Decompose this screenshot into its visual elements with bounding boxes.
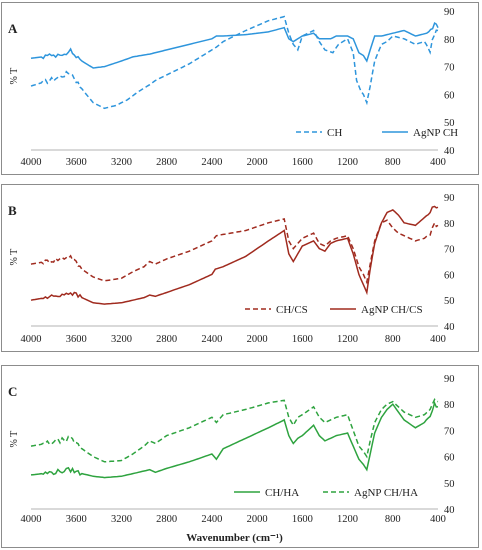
y-tick-label: 60 — [444, 453, 455, 464]
x-tick-label: 2800 — [156, 157, 177, 168]
y-tick-label: 50 — [444, 479, 455, 490]
x-tick-label: 2800 — [156, 514, 177, 525]
panel-label: B — [8, 203, 17, 218]
x-tick-label: 3600 — [66, 157, 87, 168]
x-tick-label: 1600 — [292, 157, 313, 168]
legend-label: AgNP CH — [413, 127, 458, 139]
x-tick-label: 2400 — [201, 157, 222, 168]
y-tick-label: 70 — [444, 245, 455, 256]
x-tick-label: 1600 — [292, 334, 313, 345]
x-tick-label: 3600 — [66, 334, 87, 345]
y-tick-label: 50 — [444, 296, 455, 307]
x-tick-label: 400 — [430, 157, 446, 168]
panel-c: C % T 4000 3600 3200 2800 2400 2000 1600 1200 800 4… — [1, 365, 479, 548]
x-tick-label: 800 — [385, 334, 401, 345]
x-tick-label: 3600 — [66, 514, 87, 525]
chart-panel-a: A % T 4000 3600 3200 2800 2400 2000 1600 1200 800 4… — [8, 7, 458, 168]
y-tick-label: 40 — [444, 146, 455, 157]
x-tick-label: 400 — [430, 514, 446, 525]
x-tick-label: 400 — [430, 334, 446, 345]
panel-label: A — [8, 21, 18, 36]
y-tick-label: 70 — [444, 426, 455, 437]
legend-label: CH/CS — [276, 304, 308, 316]
x-tick-label: 4000 — [21, 334, 42, 345]
series-line-1 — [30, 217, 439, 285]
panel-a: A % T 4000 3600 3200 2800 2400 2000 1600 1200 800 4… — [1, 2, 479, 175]
x-tick-label: 800 — [385, 514, 401, 525]
x-tick-label: 3200 — [111, 334, 132, 345]
x-tick-label: 2800 — [156, 334, 177, 345]
y-tick-label: 40 — [444, 505, 455, 516]
panel-label: C — [8, 384, 17, 399]
y-tick-label: 90 — [444, 7, 455, 18]
x-tick-label: 1200 — [337, 157, 358, 168]
x-tick-label: 3200 — [111, 157, 132, 168]
y-axis-title: % T — [9, 249, 20, 266]
y-tick-label: 40 — [444, 322, 455, 333]
y-tick-label: 50 — [444, 118, 455, 129]
y-axis-title: % T — [9, 68, 20, 85]
y-tick-label: 80 — [444, 400, 455, 411]
x-tick-label: 2000 — [247, 157, 268, 168]
x-tick-label: 4000 — [21, 157, 42, 168]
x-tick-label: 2000 — [247, 334, 268, 345]
legend-label: CH — [327, 127, 342, 139]
legend-label: AgNP CH/CS — [361, 304, 423, 316]
y-tick-label: 90 — [444, 193, 455, 204]
y-tick-label: 80 — [444, 219, 455, 230]
legend-label: AgNP CH/HA — [354, 487, 418, 499]
x-tick-label: 1200 — [337, 514, 358, 525]
x-tick-label: 2400 — [201, 514, 222, 525]
series-line-2 — [30, 205, 439, 305]
y-tick-label: 90 — [444, 374, 455, 385]
y-tick-label: 60 — [444, 270, 455, 281]
y-tick-label: 80 — [444, 35, 455, 46]
series-line-2 — [30, 398, 439, 463]
chart-panel-b: B % T 4000 3600 3200 2800 2400 2000 1600 1200 800 4… — [8, 193, 455, 345]
x-tick-label: 2400 — [201, 334, 222, 345]
x-tick-label: 2000 — [247, 514, 268, 525]
x-tick-label: 1600 — [292, 514, 313, 525]
series-line-1 — [30, 400, 439, 479]
y-tick-label: 70 — [444, 63, 455, 74]
chart-panel-c: C % T 4000 3600 3200 2800 2400 2000 1600 1200 800 4… — [8, 374, 455, 544]
x-tick-label: 1200 — [337, 334, 358, 345]
y-tick-label: 60 — [444, 90, 455, 101]
legend-label: CH/HA — [265, 487, 299, 499]
y-axis-title: % T — [9, 431, 20, 448]
series-line-1 — [30, 15, 439, 110]
x-tick-label: 4000 — [21, 514, 42, 525]
x-tick-label: 3200 — [111, 514, 132, 525]
series-line-2 — [30, 21, 439, 69]
panel-b: B % T 4000 3600 3200 2800 2400 2000 1600 1200 800 4… — [1, 184, 479, 352]
x-axis-title: Wavenumber (cm⁻¹) — [186, 532, 283, 544]
x-tick-label: 800 — [385, 157, 401, 168]
